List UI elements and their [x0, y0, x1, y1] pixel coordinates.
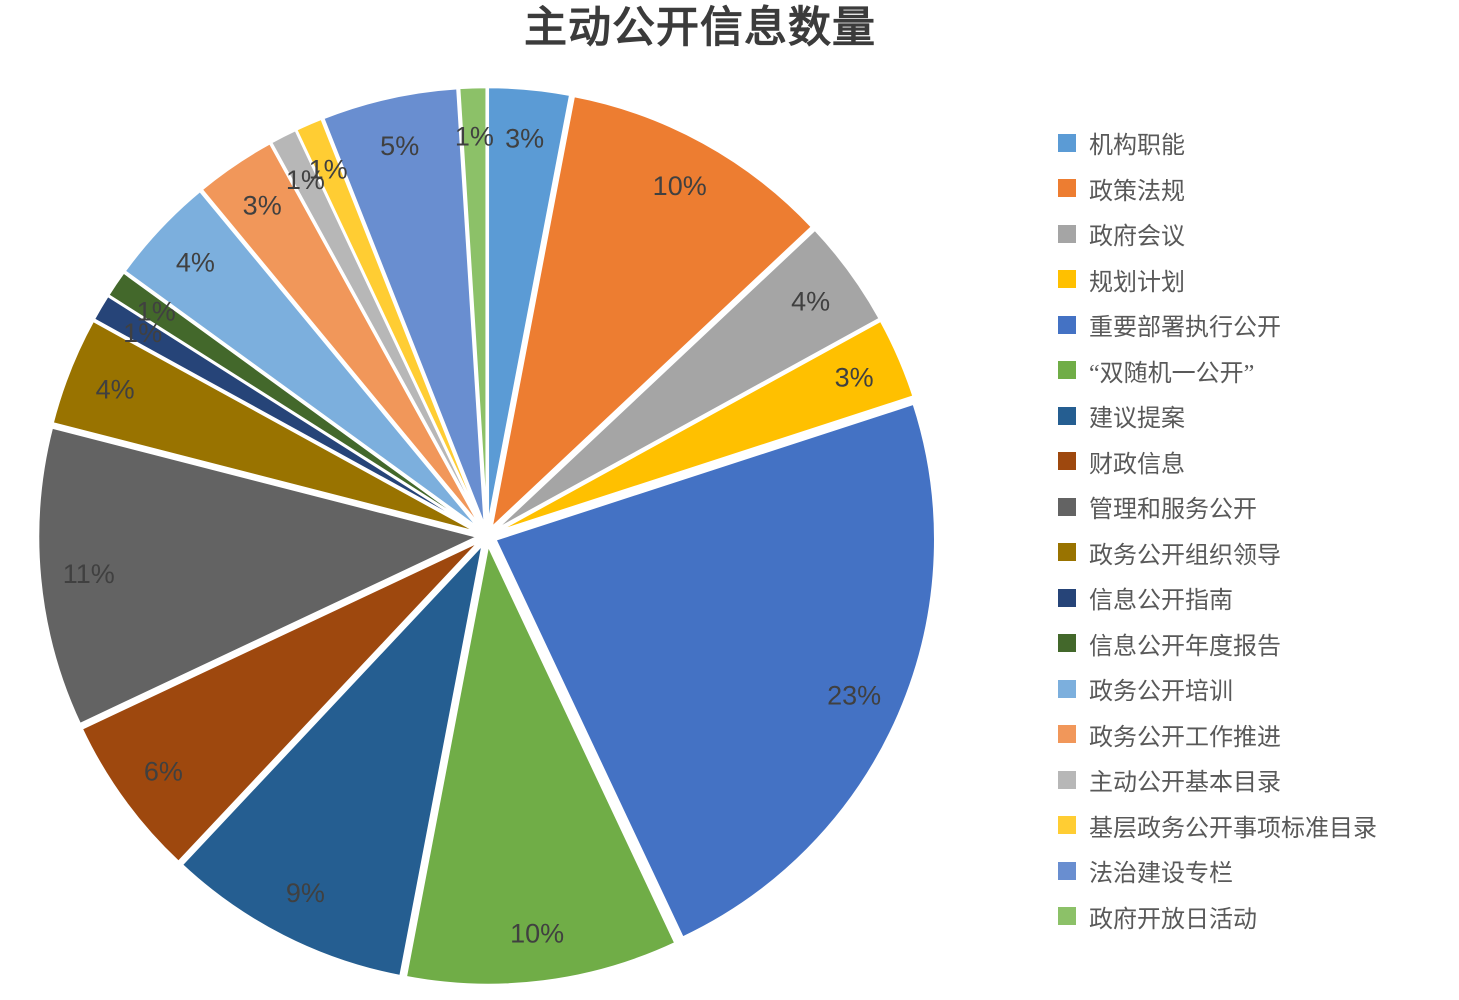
pie-slice-2 [493, 228, 882, 532]
legend-swatch-1 [1058, 179, 1076, 198]
pie-slice-3 [494, 319, 915, 534]
legend-item-4: 重要部署执行公开 [1058, 302, 1377, 348]
legend-label-7: 财政信息 [1089, 451, 1185, 478]
legend: 机构职能政策法规政府会议规划计划重要部署执行公开 “双随机一公开” 建议提案财政信息… [1058, 120, 1377, 939]
legend-swatch-0 [1058, 133, 1076, 152]
legend-swatch-7 [1058, 452, 1076, 471]
legend-item-1: 政策法规 [1058, 166, 1377, 212]
legend-label-17: 政府开放日活动 [1089, 906, 1257, 933]
legend-swatch-4 [1058, 315, 1076, 334]
slice-data-label-17: 1% [455, 122, 494, 152]
legend-swatch-17 [1058, 907, 1076, 926]
legend-label-11: 信息公开年度报告 [1089, 633, 1281, 660]
legend-label-13: 政务公开工作推进 [1089, 724, 1281, 751]
pie-plot-area: 3%10%4%3%23%10%9%6%11%4%1%1%4%3%1%1%5% 1% [36, 85, 937, 987]
legend-label-15: 基层政务公开事项标准目录 [1089, 815, 1377, 842]
legend-item-14: 主动公开基本目录 [1058, 757, 1377, 803]
pie-slice-4 [494, 402, 937, 939]
slice-data-label-2: 4% [791, 286, 830, 316]
legend-swatch-6 [1058, 406, 1076, 425]
slice-data-label-12: 4% [176, 248, 215, 278]
legend-swatch-5 [1058, 361, 1076, 380]
legend-label-0: 机构职能 [1089, 133, 1185, 160]
legend-item-8: 管理和服务公开 [1058, 484, 1377, 530]
chart-title: 主动公开信息数量 [524, 5, 876, 52]
legend-label-3: 规划计划 [1089, 269, 1185, 296]
legend-item-0: 机构职能 [1058, 120, 1377, 166]
legend-item-2: 政府会议 [1058, 211, 1377, 257]
legend-item-16: 法治建设专栏 [1058, 848, 1377, 894]
slice-data-label-7: 6% [144, 757, 183, 787]
pie-slice-11 [106, 271, 481, 533]
legend-swatch-13 [1058, 725, 1076, 744]
slice-data-label-9: 4% [96, 374, 135, 404]
legend-label-6: 建议提案 [1089, 406, 1185, 433]
slice-data-label-8: 11% [63, 559, 115, 589]
legend-swatch-2 [1058, 224, 1076, 243]
pie-slice-7 [80, 540, 481, 864]
legend-label-2: 政府会议 [1089, 224, 1185, 251]
legend-label-12: 政务公开培训 [1089, 679, 1233, 706]
legend-swatch-12 [1058, 679, 1076, 698]
legend-label-4: 重要部署执行公开 [1089, 315, 1281, 342]
legend-swatch-16 [1058, 861, 1076, 880]
pie-slice-12 [123, 189, 482, 532]
legend-item-17: 政府开放日活动 [1058, 894, 1377, 940]
slice-data-label-6: 9% [286, 878, 325, 908]
pie-slice-6 [180, 542, 485, 978]
slice-data-label-14: 1% [286, 165, 325, 195]
slice-data-label-16: 5% [380, 131, 419, 161]
legend-label-1: 政策法规 [1089, 178, 1185, 205]
legend-label-9: 政务公开组织领导 [1089, 542, 1281, 569]
legend-swatch-9 [1058, 543, 1076, 562]
slice-data-label-0: 3% [505, 123, 544, 153]
legend-label-10: 信息公开指南 [1089, 588, 1233, 615]
legend-label-5: “双随机一公开” [1089, 360, 1255, 387]
pie-slice-8 [36, 426, 480, 726]
legend-item-15: 基层政务公开事项标准目录 [1058, 803, 1377, 849]
pie-slice-1 [490, 94, 814, 530]
legend-item-6: 建议提案 [1058, 393, 1377, 439]
legend-label-8: 管理和服务公开 [1089, 497, 1257, 524]
legend-swatch-3 [1058, 270, 1076, 289]
legend-item-13: 政务公开工作推进 [1058, 712, 1377, 758]
legend-item-5: “双随机一公开” [1058, 348, 1377, 394]
legend-item-7: 财政信息 [1058, 439, 1377, 485]
slice-data-label-4: 23% [827, 680, 881, 710]
legend-swatch-15 [1058, 816, 1076, 835]
legend-label-16: 法治建设专栏 [1089, 861, 1233, 888]
slice-data-label-11: 1% [137, 297, 176, 327]
pie-slice-5 [404, 543, 677, 987]
legend-item-9: 政务公开组织领导 [1058, 530, 1377, 576]
legend-label-14: 主动公开基本目录 [1089, 770, 1281, 797]
legend-swatch-11 [1058, 634, 1076, 653]
legend-item-12: 政务公开培训 [1058, 666, 1377, 712]
pie-slice-16 [321, 86, 487, 529]
legend-swatch-8 [1058, 497, 1076, 516]
legend-swatch-10 [1058, 588, 1076, 607]
pie-slice-17 [457, 85, 488, 529]
pie-slice-9 [51, 319, 480, 534]
legend-item-3: 规划计划 [1058, 257, 1377, 303]
slice-data-label-5: 10% [510, 918, 564, 948]
slice-data-label-10: 1% [123, 318, 162, 348]
slice-data-label-15: 1% [309, 154, 348, 184]
pie-slice-15 [294, 117, 485, 529]
slice-data-label-1: 10% [653, 171, 707, 201]
legend-item-10: 信息公开指南 [1058, 575, 1377, 621]
slice-data-label-13: 3% [243, 191, 282, 221]
legend-item-11: 信息公开年度报告 [1058, 621, 1377, 667]
legend-swatch-14 [1058, 770, 1076, 789]
slice-data-label-3: 3% [835, 363, 874, 393]
